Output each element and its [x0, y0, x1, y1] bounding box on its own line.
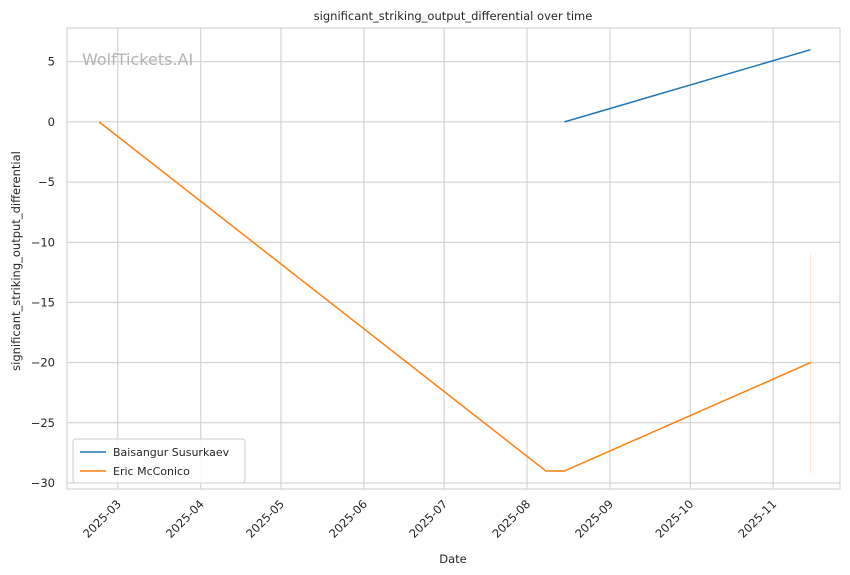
plot-frame — [66, 27, 841, 490]
legend-label: Eric McConico — [113, 465, 190, 478]
y-axis-ticks: 5 0 −5 −10 −15 −20 −25 −30 — [31, 55, 55, 490]
series-2 — [98, 121, 812, 474]
y-axis-label: significant_striking_output_differential — [9, 151, 23, 371]
legend-box — [72, 438, 246, 484]
y-tick-label: −25 — [31, 416, 55, 430]
x-tick-label: 2025-08 — [489, 497, 533, 541]
y-tick-label: 0 — [48, 115, 55, 129]
series-line — [98, 121, 811, 472]
legend: Baisangur Susurkaev Eric McConico — [72, 438, 246, 484]
plot-area — [66, 27, 841, 490]
y-tick-label: −20 — [31, 356, 55, 370]
x-tick-label: 2025-06 — [326, 497, 370, 541]
series-layer — [98, 48, 812, 474]
x-tick-label: 2025-04 — [163, 497, 207, 541]
grid-lines — [67, 28, 840, 489]
x-tick-label: 2025-05 — [243, 497, 287, 541]
x-tick-label: 2025-09 — [572, 497, 616, 541]
chart-title: significant_striking_output_differential… — [314, 9, 593, 23]
x-tick-label: 2025-03 — [80, 497, 124, 541]
y-tick-label: −15 — [31, 295, 55, 309]
series-line — [564, 48, 811, 123]
legend-label: Baisangur Susurkaev — [113, 446, 230, 459]
x-axis-ticks: 2025-03 2025-04 2025-05 2025-06 2025-07 2025-… — [80, 497, 779, 541]
y-tick-label: −30 — [31, 476, 55, 490]
x-tick-label: 2025-10 — [652, 497, 696, 541]
watermark-text: WolfTickets.AI — [82, 50, 193, 69]
x-tick-label: 2025-11 — [735, 497, 779, 541]
y-tick-label: 5 — [48, 55, 55, 69]
x-axis-label: Date — [439, 552, 467, 566]
y-tick-label: −10 — [31, 235, 55, 249]
x-tick-label: 2025-07 — [406, 497, 450, 541]
y-tick-label: −5 — [38, 175, 55, 189]
series-1 — [564, 48, 811, 123]
